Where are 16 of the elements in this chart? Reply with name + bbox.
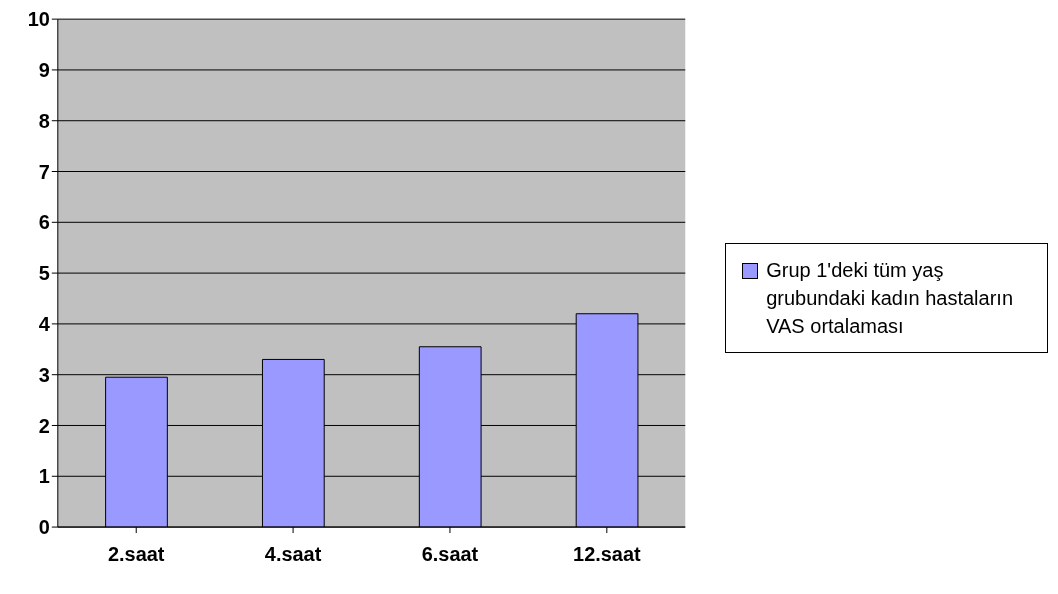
y-tick-label: 4 <box>38 312 50 335</box>
legend-label: Grup 1'deki tüm yaş grubundaki kadın hastaların VAS ortalaması <box>766 258 1014 339</box>
y-tick-label: 1 <box>38 465 50 488</box>
x-tick-label: 2.saat <box>108 543 165 566</box>
y-tick-label: 2 <box>38 414 50 437</box>
y-tick-label: 10 <box>27 8 50 31</box>
y-tick-label: 0 <box>38 516 50 539</box>
y-tick-label: 6 <box>38 211 50 234</box>
y-tick-label: 7 <box>38 160 50 183</box>
y-tick-label: 5 <box>38 262 50 285</box>
y-tick-label: 8 <box>38 109 50 132</box>
x-tick-label: 12.saat <box>573 543 641 566</box>
y-tick-label: 9 <box>38 59 50 81</box>
x-tick-label: 6.saat <box>421 543 479 566</box>
y-tick-label: 3 <box>38 363 50 386</box>
x-tick-label: 4.saat <box>264 543 322 566</box>
